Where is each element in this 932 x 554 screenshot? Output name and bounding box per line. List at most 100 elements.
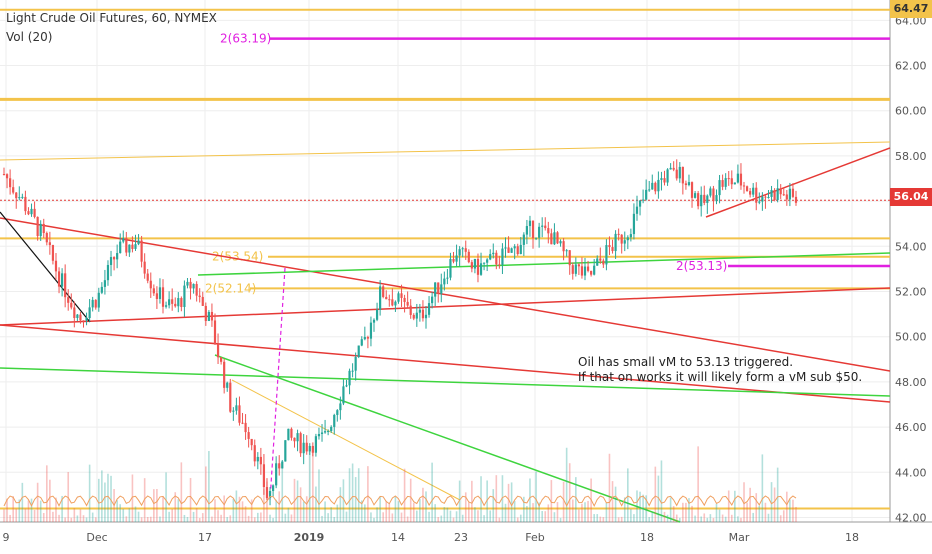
volume-bar bbox=[602, 517, 605, 522]
candle-body bbox=[305, 442, 308, 452]
volume-bar bbox=[700, 516, 703, 522]
candle-body bbox=[559, 241, 562, 244]
candle-body bbox=[620, 234, 623, 244]
volume-bar bbox=[593, 514, 595, 522]
candle-body bbox=[767, 196, 770, 198]
volume-bar bbox=[627, 468, 629, 522]
volume-bar bbox=[250, 499, 253, 522]
candle-body bbox=[794, 196, 798, 203]
volume-bar bbox=[400, 512, 403, 522]
y-tick-label: 58.00 bbox=[895, 150, 927, 163]
volume-bar bbox=[6, 498, 8, 522]
volume-bar bbox=[18, 499, 21, 522]
volume-bar bbox=[779, 515, 782, 522]
volume-bar bbox=[422, 487, 424, 522]
volume-bar bbox=[15, 508, 18, 522]
volume-bar bbox=[146, 517, 149, 522]
candle-body bbox=[213, 320, 217, 345]
candle-body bbox=[623, 240, 626, 244]
volume-bar bbox=[538, 502, 540, 522]
candle-body bbox=[424, 314, 428, 319]
candle-body bbox=[421, 309, 425, 319]
y-tick-label: 62.00 bbox=[895, 60, 927, 73]
candle-body bbox=[434, 282, 437, 297]
volume-bar bbox=[737, 516, 739, 522]
volume-bar bbox=[367, 466, 369, 522]
candle-body bbox=[76, 314, 79, 318]
volume-bar bbox=[30, 498, 33, 522]
volume-bar bbox=[214, 499, 216, 522]
candle-body bbox=[131, 244, 134, 249]
candle-body bbox=[308, 445, 311, 452]
volume-bar bbox=[339, 487, 342, 522]
candle-body bbox=[189, 281, 192, 289]
volume-ma-line bbox=[3, 495, 797, 508]
volume-bar bbox=[229, 515, 232, 522]
volume-bar bbox=[712, 517, 715, 522]
candle-body bbox=[715, 195, 718, 202]
volume-bar bbox=[373, 517, 375, 522]
volume-bar bbox=[73, 508, 76, 522]
candle-body bbox=[333, 414, 336, 427]
volume-bar bbox=[519, 514, 522, 522]
volume-bar bbox=[49, 479, 51, 522]
volume-bar bbox=[220, 514, 222, 522]
x-tick-label: 18 bbox=[640, 531, 654, 544]
candle-body bbox=[161, 287, 165, 307]
candle-body bbox=[357, 345, 360, 358]
projection-dashed bbox=[269, 267, 286, 501]
candle-body bbox=[556, 232, 559, 244]
candle-body bbox=[651, 182, 654, 190]
volume-bar bbox=[382, 512, 384, 522]
volume-bar bbox=[516, 517, 519, 522]
candle-body bbox=[244, 422, 247, 433]
candle-body bbox=[168, 299, 171, 306]
candle-body bbox=[525, 226, 529, 235]
volume-bar bbox=[523, 496, 525, 522]
volume-bar bbox=[416, 510, 418, 522]
volume-bar bbox=[253, 517, 256, 522]
candle-body bbox=[241, 422, 244, 424]
candle-body bbox=[394, 301, 397, 306]
level-label: 2(63.19) bbox=[220, 32, 271, 46]
candle-body bbox=[330, 426, 333, 432]
y-tick-label: 48.00 bbox=[895, 376, 927, 389]
volume-bar bbox=[104, 482, 106, 522]
volume-bar bbox=[581, 503, 583, 522]
volume-bar bbox=[642, 494, 644, 522]
volume-bar bbox=[556, 502, 559, 522]
volume-bar bbox=[370, 512, 372, 522]
candle-body bbox=[317, 434, 321, 437]
volume-bar bbox=[501, 475, 504, 522]
volume-bar bbox=[532, 503, 534, 522]
candle-body bbox=[745, 186, 749, 192]
candle-body bbox=[363, 337, 366, 340]
volume-bar bbox=[746, 502, 748, 522]
volume-bar bbox=[510, 482, 513, 522]
volume-bar bbox=[682, 502, 684, 522]
volume-bar bbox=[180, 462, 183, 522]
candle-body bbox=[281, 461, 284, 469]
volume-bar bbox=[697, 446, 699, 522]
candle-body bbox=[45, 233, 48, 243]
volume-bar bbox=[376, 507, 378, 522]
volume-bar bbox=[24, 508, 27, 522]
candle-body bbox=[342, 386, 345, 404]
volume-bar bbox=[140, 517, 143, 522]
volume-bar bbox=[669, 497, 672, 522]
candle-body bbox=[534, 237, 538, 239]
level-label: 2(52.14) bbox=[205, 281, 256, 295]
candle-body bbox=[15, 192, 18, 199]
candle-body bbox=[336, 410, 339, 415]
volume-bar bbox=[357, 468, 360, 522]
volume-bar bbox=[128, 508, 131, 522]
volume-bar bbox=[409, 478, 412, 522]
volume-bar bbox=[116, 500, 118, 522]
volume-bar bbox=[596, 514, 599, 522]
level-label: 2(53.54) bbox=[212, 250, 263, 264]
candle-body bbox=[565, 250, 568, 252]
volume-bar bbox=[706, 517, 709, 522]
candle-body bbox=[718, 180, 721, 196]
